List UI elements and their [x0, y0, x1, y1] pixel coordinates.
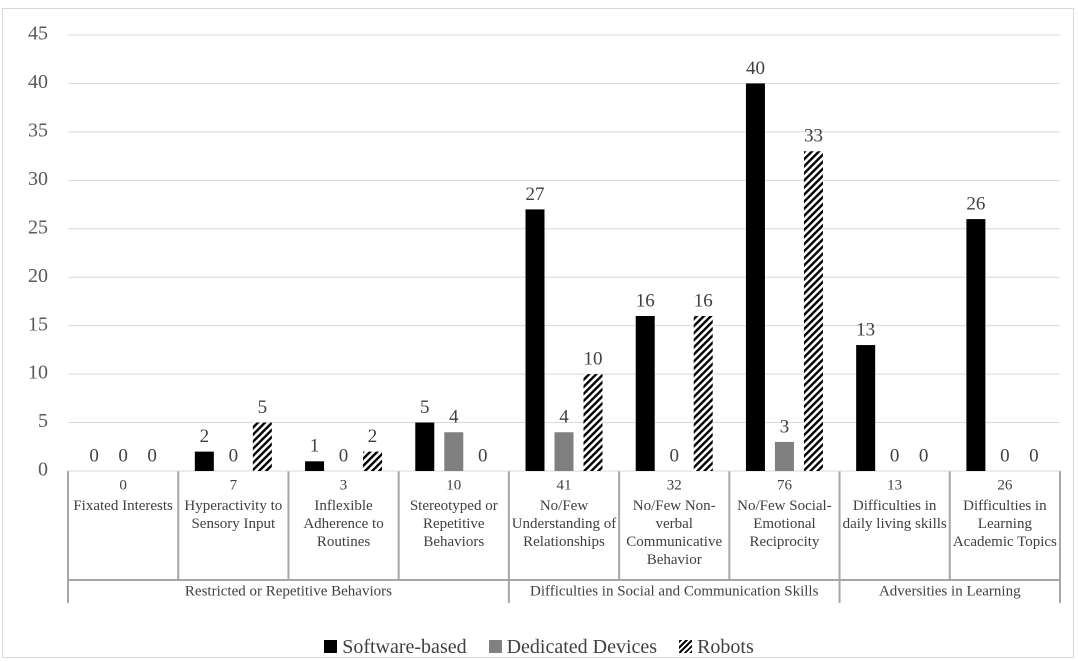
data-label: 40	[746, 58, 765, 79]
data-label: 4	[449, 407, 459, 428]
data-label: 0	[669, 445, 679, 466]
data-label: 0	[1000, 445, 1010, 466]
bar	[745, 83, 765, 471]
legend-item: Software-based	[324, 636, 467, 659]
category-total: 26	[997, 477, 1013, 493]
legend-swatch	[488, 640, 502, 653]
category-label: No/Few Social-Emotional Reciprocity	[737, 498, 832, 550]
data-label: 33	[804, 126, 823, 147]
data-label: 16	[694, 290, 713, 311]
legend-label: Robots	[697, 636, 754, 658]
category-label: Stereotyped or Repetitive Behaviors	[409, 498, 498, 550]
legend-swatch	[324, 640, 338, 653]
bar	[194, 451, 214, 471]
data-label: 16	[636, 290, 655, 311]
y-tick-label: 0	[38, 459, 48, 481]
y-tick-label: 40	[28, 71, 48, 93]
category-total: 41	[557, 477, 572, 493]
category-total: 10	[446, 477, 461, 493]
data-label: 0	[89, 445, 99, 466]
bar	[856, 345, 876, 471]
data-label: 0	[919, 445, 929, 466]
data-label: 0	[229, 445, 239, 466]
legend-item: Dedicated Devices	[488, 636, 658, 659]
data-label: 0	[890, 445, 900, 466]
category-total: 7	[230, 477, 238, 493]
data-label: 0	[478, 445, 488, 466]
data-label: 10	[584, 348, 603, 369]
category-total: 0	[119, 477, 127, 493]
data-label: 1	[310, 436, 320, 457]
category-label: Fixated Interests	[73, 498, 173, 514]
bar	[635, 315, 655, 471]
y-tick-label: 15	[28, 313, 48, 335]
bar	[444, 432, 464, 471]
data-label: 3	[780, 416, 790, 437]
data-label: 13	[856, 319, 875, 340]
data-label: 0	[118, 445, 128, 466]
category-total: 76	[777, 477, 793, 493]
bar	[583, 374, 603, 471]
group-label: Restricted or Repetitive Behaviors	[185, 583, 392, 599]
bar	[774, 441, 794, 471]
category-label: Difficulties in daily living skills	[842, 498, 947, 532]
bar	[305, 461, 325, 471]
y-tick-label: 25	[28, 216, 48, 238]
bar	[803, 151, 823, 471]
y-tick-label: 5	[38, 410, 48, 432]
category-label: Hyperactivity to Sensory Input	[184, 498, 283, 532]
y-tick-label: 10	[28, 362, 48, 384]
category-label: Difficulties in Learning Academic Topics	[952, 498, 1057, 550]
data-label: 0	[147, 445, 157, 466]
bar	[415, 422, 435, 471]
data-label: 26	[966, 193, 985, 214]
data-label: 2	[200, 426, 210, 447]
data-label: 5	[420, 397, 430, 418]
legend: Software-based Dedicated Devices Robots	[0, 636, 1078, 659]
legend-swatch	[679, 640, 693, 653]
group-label: Adversities in Learning	[879, 583, 1021, 599]
legend-item: Robots	[679, 636, 754, 659]
data-label: 4	[559, 407, 569, 428]
legend-label: Software-based	[342, 636, 467, 658]
category-label: No/Few Non-verbal Communicative Behavior	[626, 498, 723, 568]
group-label: Difficulties in Social and Communication…	[530, 583, 819, 599]
data-label: 5	[258, 397, 268, 418]
y-tick-label: 35	[28, 119, 48, 141]
category-total: 3	[340, 477, 348, 493]
data-label: 0	[339, 445, 349, 466]
category-label: No/Few Understanding of Relationships	[511, 498, 617, 550]
category-total: 13	[887, 477, 902, 493]
data-label: 2	[368, 426, 378, 447]
data-label: 27	[526, 184, 545, 205]
category-label: Inflexible Adherence to Routines	[303, 498, 384, 550]
bar	[363, 451, 383, 471]
chart-frame	[2, 8, 1074, 658]
bar	[252, 422, 272, 471]
bar	[554, 432, 574, 471]
bar	[693, 315, 713, 471]
y-tick-label: 45	[28, 23, 48, 45]
bar	[966, 219, 986, 471]
data-label: 0	[1029, 445, 1039, 466]
y-tick-label: 20	[28, 265, 48, 287]
bar	[525, 209, 545, 471]
y-tick-label: 30	[28, 168, 48, 190]
category-total: 32	[667, 477, 682, 493]
legend-label: Dedicated Devices	[506, 636, 658, 658]
